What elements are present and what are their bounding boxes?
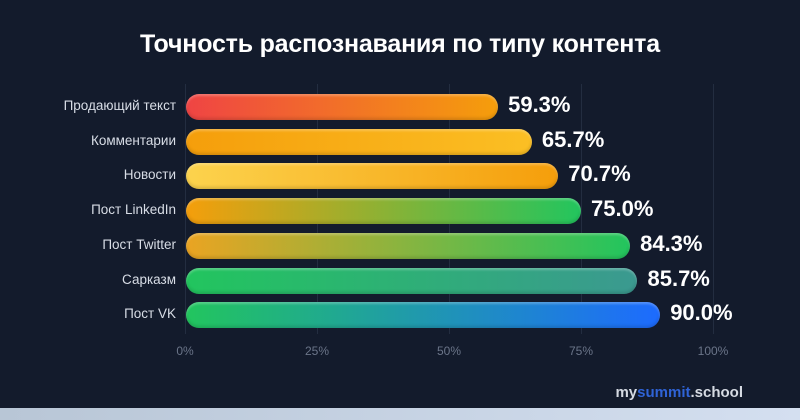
x-tick-label: 50% — [436, 344, 462, 358]
bar — [186, 232, 631, 259]
bottom-strip — [0, 408, 800, 420]
category-label: Комментарии — [90, 132, 176, 148]
bar-row: Комментарии 65.7% — [0, 126, 800, 155]
bar — [186, 128, 532, 155]
bar-row: Новости 70.7% — [0, 161, 800, 190]
category-label: Пост Twitter — [102, 236, 176, 252]
brand-accent: summit — [637, 384, 691, 401]
gridline — [713, 84, 714, 334]
brand-suffix: .school — [690, 384, 743, 401]
value-label: 84.3% — [640, 230, 703, 256]
bar — [186, 198, 581, 225]
category-label: Пост VK — [124, 306, 176, 322]
bar-row: Пост LinkedIn 75.0% — [0, 196, 800, 225]
category-label: Сарказм — [122, 271, 176, 287]
value-label: 65.7% — [541, 126, 605, 152]
category-label: Новости — [123, 167, 176, 183]
value-label: 70.7% — [568, 161, 631, 187]
bar-row: Сарказм 85.7% — [0, 265, 800, 294]
gridline — [581, 84, 582, 334]
bar-row: Пост VK 90.0% — [0, 300, 800, 329]
value-label: 75.0% — [591, 196, 654, 222]
bar-row: Пост Twitter 84.3% — [0, 230, 800, 259]
bar — [186, 267, 638, 294]
x-tick-label: 25% — [304, 344, 330, 358]
chart-title: Точность распознавания по типу контента — [140, 30, 660, 58]
x-tick-label: 100% — [697, 344, 729, 358]
category-label: Пост LinkedIn — [91, 202, 176, 218]
category-label: Продающий текст — [63, 98, 176, 113]
value-label: 59.3% — [508, 92, 571, 117]
gridline — [185, 84, 186, 334]
brand-prefix: my — [615, 384, 638, 401]
value-label: 85.7% — [647, 265, 710, 291]
value-label: 90.0% — [670, 300, 733, 326]
bar — [186, 94, 499, 120]
brand-logo: mysummit.school — [615, 384, 743, 401]
bar — [186, 302, 661, 329]
bar-row: Продающий текст 59.3% — [0, 92, 800, 120]
x-tick-label: 0% — [176, 344, 194, 358]
bar — [186, 163, 559, 190]
x-tick-label: 75% — [568, 344, 594, 358]
